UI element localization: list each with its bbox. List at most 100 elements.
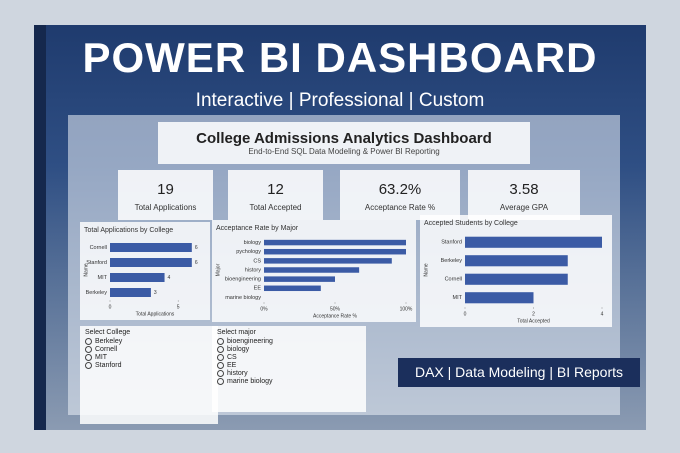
radio[interactable] xyxy=(217,370,224,377)
radio[interactable] xyxy=(217,354,224,361)
option-label[interactable]: CS xyxy=(227,354,237,361)
bar xyxy=(264,258,392,264)
kpi-card: 3.58 Average GPA xyxy=(468,170,580,220)
slicer-option[interactable]: MIT xyxy=(85,354,213,361)
slicer-option[interactable]: Stanford xyxy=(85,362,213,369)
chart-bg xyxy=(80,222,210,320)
chart-title: Total Applications by College xyxy=(84,227,173,234)
category-label: pychology xyxy=(236,249,261,255)
radio[interactable] xyxy=(217,378,224,385)
radio[interactable] xyxy=(217,362,224,369)
radio[interactable] xyxy=(85,362,92,369)
option-label[interactable]: MIT xyxy=(95,354,108,361)
dashboard-header: College Admissions Analytics Dashboard E… xyxy=(158,122,530,164)
option-label[interactable]: marine biology xyxy=(227,378,273,385)
x-tick-label: 50% xyxy=(330,306,341,312)
stripe xyxy=(34,25,46,430)
category-label: history xyxy=(245,267,261,273)
data-label: 4 xyxy=(168,275,171,281)
kpi-label: Total Accepted xyxy=(249,203,302,212)
bar xyxy=(465,273,568,285)
category-label: Stanford xyxy=(441,240,462,246)
category-label: MIT xyxy=(453,295,463,301)
y-axis-label: Name xyxy=(83,263,89,277)
bar xyxy=(264,267,360,273)
data-label: 6 xyxy=(195,245,198,251)
x-axis-label: Acceptance Rate % xyxy=(313,313,357,319)
category-label: Stanford xyxy=(86,260,107,266)
category-label: Cornell xyxy=(445,277,462,283)
category-label: Cornell xyxy=(90,245,107,251)
option-label[interactable]: biology xyxy=(227,346,250,353)
chart-title: Accepted Students by College xyxy=(424,220,518,227)
radio[interactable] xyxy=(85,354,92,361)
option-label[interactable]: Stanford xyxy=(95,362,122,369)
kpi-label: Average GPA xyxy=(499,203,549,212)
kpi-value: 63.2% xyxy=(378,181,422,198)
slicer-option[interactable]: biology xyxy=(217,346,361,353)
category-label: bioengineering xyxy=(225,277,261,283)
bar xyxy=(110,288,151,297)
slicer-option[interactable]: marine biology xyxy=(217,378,361,385)
chart: Acceptance Rate by Major Major 0% 50% 100% Ac… xyxy=(212,220,416,322)
dashboard-title: College Admissions Analytics Dashboard xyxy=(196,130,492,147)
kpi-card: 63.2% Acceptance Rate % xyxy=(340,170,460,220)
hero-subtitle: Interactive | Professional | Custom xyxy=(195,90,485,111)
option-label[interactable]: EE xyxy=(227,362,237,369)
y-axis-label: Name xyxy=(423,263,429,277)
bar xyxy=(264,239,406,246)
bar xyxy=(110,243,192,252)
slicer-option[interactable]: CS xyxy=(217,354,361,361)
bar xyxy=(465,292,534,304)
slicer-title: Select College xyxy=(85,329,131,336)
radio[interactable] xyxy=(217,338,224,345)
slicer: Select major bioengineering biology CS EE his… xyxy=(212,326,366,412)
x-tick-label: 0 xyxy=(109,304,112,310)
category-label: Berkeley xyxy=(86,290,108,296)
kpi-card: 12 Total Accepted xyxy=(228,170,323,220)
dashboard-subtitle: End-to-End SQL Data Modeling & Power BI … xyxy=(248,147,440,156)
x-axis-label: Total Accepted xyxy=(517,318,550,324)
radio[interactable] xyxy=(85,338,92,345)
bar xyxy=(110,273,165,282)
slicer-option[interactable]: bioengineering xyxy=(217,338,361,345)
category-label: MIT xyxy=(98,275,108,281)
kpi-value: 19 xyxy=(157,181,174,198)
x-tick-label: 4 xyxy=(601,311,604,317)
category-label: Berkeley xyxy=(441,258,463,264)
slicer-option[interactable]: EE xyxy=(217,362,361,369)
radio[interactable] xyxy=(85,346,92,353)
bar xyxy=(264,276,335,282)
kpi-card: 19 Total Applications xyxy=(118,170,213,220)
x-tick-label: 0 xyxy=(464,311,467,317)
x-tick-label: 2 xyxy=(532,311,535,317)
category-label: EE xyxy=(254,286,262,292)
kpi-label: Acceptance Rate % xyxy=(364,203,436,212)
data-label: 3 xyxy=(154,290,157,296)
category-label: biology xyxy=(244,240,262,246)
y-axis-label: Major xyxy=(215,263,221,276)
option-label[interactable]: Cornell xyxy=(95,346,118,353)
option-label[interactable]: bioengineering xyxy=(227,338,273,345)
option-label[interactable]: history xyxy=(227,370,248,377)
chart: Accepted Students by College Name 0 2 4 Total… xyxy=(420,215,612,327)
x-tick-label: 0% xyxy=(260,306,268,312)
slicer: Select College Berkeley Cornell MIT Stanford xyxy=(80,326,218,424)
category-label: CS xyxy=(253,258,261,264)
kpi-value: 3.58 xyxy=(509,181,539,198)
bar xyxy=(264,285,321,292)
kpi-label: Total Applications xyxy=(134,203,197,212)
chart: Total Applications by College Name 0 5Total… xyxy=(80,222,210,320)
slicer-option[interactable]: Berkeley xyxy=(85,338,213,345)
kpi-value: 12 xyxy=(267,181,284,198)
slicer-option[interactable]: history xyxy=(217,370,361,377)
radio[interactable] xyxy=(217,346,224,353)
slicer-option[interactable]: Cornell xyxy=(85,346,213,353)
option-label[interactable]: Berkeley xyxy=(95,338,123,345)
bar xyxy=(465,236,602,248)
x-tick-label: 5 xyxy=(177,304,180,310)
data-label: 6 xyxy=(195,260,198,266)
slicer-title: Select major xyxy=(217,329,256,336)
x-tick-label: 100% xyxy=(400,306,413,312)
